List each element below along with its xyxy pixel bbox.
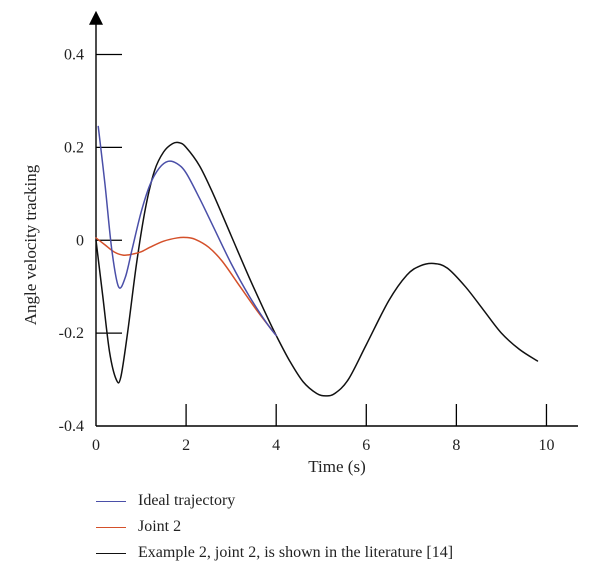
x-tick-label: 8 [452, 437, 460, 454]
x-tick-label: 4 [272, 437, 280, 454]
series-line-joint-2 [95, 236, 277, 337]
x-tick-label: 2 [182, 437, 190, 454]
series-line-ideal-trajectory [97, 125, 277, 337]
y-tick-label: 0.2 [64, 139, 84, 156]
x-tick-label: 6 [362, 437, 370, 454]
legend-label-example2: Example 2, joint 2, is shown in the lite… [138, 544, 454, 561]
x-tick-label: 0 [92, 437, 100, 454]
line-chart: 0 2 4 6 8 10 0.4 0.2 0 -0.2 -0.4 Time (s) Angle ve… [21, 10, 578, 476]
legend-item-ideal: Ideal trajectory [96, 488, 453, 514]
x-tick-label: 10 [538, 437, 554, 454]
axis-ticks: 0 2 4 6 8 10 0.4 0.2 0 -0.2 -0.4 [59, 47, 555, 454]
y-tick-label: 0 [76, 232, 84, 249]
y-axis-title: Angle velocity tracking [21, 164, 40, 325]
legend-item-example2: Example 2, joint 2, is shown in the lite… [96, 540, 453, 566]
series-lines [95, 125, 539, 397]
legend-swatch-joint2 [96, 526, 126, 528]
y-tick-label: 0.4 [64, 47, 84, 64]
y-tick-label: -0.2 [59, 325, 84, 342]
legend: Ideal trajectory Joint 2 Example 2, join… [96, 488, 453, 566]
legend-label-joint2: Joint 2 [138, 518, 182, 535]
series-line-example-2 [95, 141, 539, 397]
legend-item-joint2: Joint 2 [96, 514, 453, 540]
x-axis-title: Time (s) [308, 457, 365, 476]
y-tick-label: -0.4 [59, 418, 84, 435]
legend-label-ideal: Ideal trajectory [138, 492, 236, 509]
legend-swatch-ideal [96, 500, 126, 502]
legend-swatch-example2 [96, 552, 126, 554]
